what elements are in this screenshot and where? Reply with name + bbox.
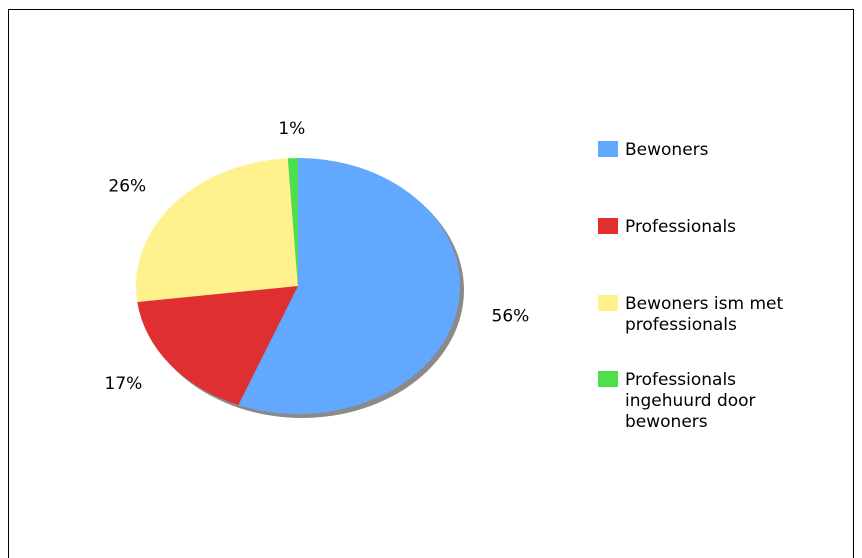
legend: Bewoners Professionals Bewoners ism met pro… bbox=[598, 140, 783, 432]
legend-item-professionals-ingehuurd-door-bewoners: Professionals ingehuurd door bewoners bbox=[598, 370, 756, 432]
legend-item-bewoners: Bewoners bbox=[598, 140, 709, 160]
legend-item-professionals: Professionals bbox=[598, 217, 736, 237]
legend-swatch-bewoners bbox=[598, 141, 618, 157]
pie-slices bbox=[136, 158, 461, 414]
value-label-bewoners: 56% bbox=[492, 307, 530, 327]
legend-swatch-professionals-ingehuurd-door-bewoners bbox=[598, 371, 618, 387]
legend-label-bewoners-ism-met-professionals: Bewoners ism met professionals bbox=[625, 294, 783, 335]
legend-swatch-professionals bbox=[598, 218, 618, 234]
legend-label-bewoners: Bewoners bbox=[625, 140, 709, 160]
value-labels: 56% 17% 26% 1% bbox=[105, 119, 530, 394]
legend-label-professionals: Professionals bbox=[625, 217, 736, 237]
value-label-professionals: 17% bbox=[105, 374, 143, 394]
pie-slice-professionals-ingehuurd-door-bewoners bbox=[287, 158, 298, 286]
legend-swatch-bewoners-ism-met-professionals bbox=[598, 295, 618, 311]
value-label-professionals-ingehuurd-door-bewoners: 1% bbox=[278, 119, 305, 139]
pie-slice-professionals bbox=[137, 286, 298, 406]
pie-slice-bewoners bbox=[238, 158, 461, 414]
legend-label-professionals-ingehuurd-door-bewoners: Professionals ingehuurd door bewoners bbox=[625, 370, 756, 432]
value-label-bewoners-ism-met-professionals: 26% bbox=[108, 176, 146, 196]
legend-item-bewoners-ism-met-professionals: Bewoners ism met professionals bbox=[598, 294, 783, 335]
pie-slice-bewoners-ism-met-professionals bbox=[136, 158, 298, 303]
